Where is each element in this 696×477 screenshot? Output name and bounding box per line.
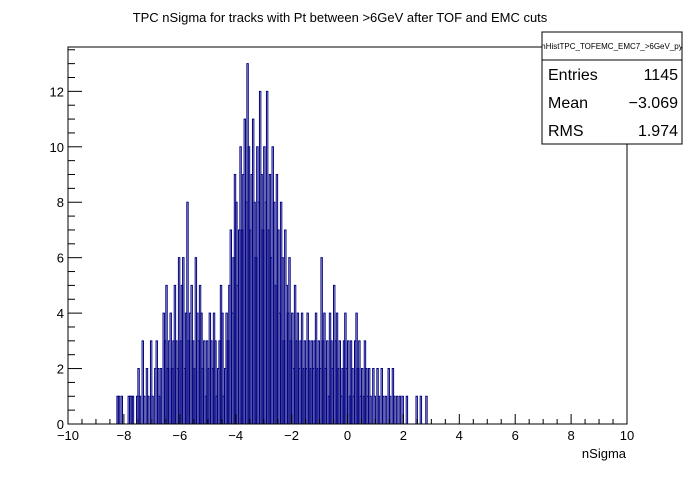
histogram-bin-50 <box>203 340 206 424</box>
stats-box-title: hHistTPC_TOFEMC_EMC7_>6GeV_py <box>541 42 682 51</box>
y-tick-label: 6 <box>57 251 64 266</box>
histogram-bin-182 <box>398 395 402 424</box>
histogram-bin-38 <box>186 201 189 424</box>
stats-entries-value: 1145 <box>644 67 679 84</box>
y-tick-label: 2 <box>57 362 64 377</box>
x-tick-label: −10 <box>57 428 79 443</box>
histogram-bin-14 <box>149 340 153 424</box>
stats-rms-value: 1.974 <box>638 123 678 140</box>
y-tick-label: 0 <box>57 417 64 432</box>
x-tick-label: 4 <box>456 428 463 443</box>
histogram-bin-6 <box>131 395 135 424</box>
histogram-bin-2 <box>120 395 123 424</box>
x-tick-label: −6 <box>172 428 187 443</box>
histogram-bin-171 <box>373 395 376 424</box>
histogram-bin-11 <box>142 395 146 424</box>
histogram-bin-186 <box>419 395 423 424</box>
histogram-bin-178 <box>388 395 392 424</box>
x-tick-label: 10 <box>620 428 634 443</box>
histogram-bin-184 <box>405 395 409 424</box>
stats-mean-label: Mean <box>548 95 588 112</box>
histogram-bin-161 <box>358 340 361 424</box>
histogram-bin-10 <box>141 340 144 424</box>
x-axis: −10 −8 −6 −4 −2 0 2 4 6 8 10 <box>57 414 634 443</box>
histogram-bars <box>116 63 428 424</box>
histogram-bin-185 <box>415 395 418 424</box>
histogram-bin-147 <box>338 340 342 424</box>
histogram-bin-138 <box>326 340 329 424</box>
histogram-bin-183 <box>401 395 404 424</box>
y-tick-label: 12 <box>50 84 64 99</box>
stats-box-frame <box>541 31 683 145</box>
histogram-bin-58 <box>214 340 217 424</box>
x-tick-label: −8 <box>116 428 131 443</box>
x-tick-label: 2 <box>400 428 407 443</box>
histogram-bin-9 <box>138 395 142 424</box>
histogram-bin-153 <box>347 340 350 424</box>
histogram-bin-1 <box>117 395 121 424</box>
histogram-bin-13 <box>147 395 150 424</box>
x-tick-label: 0 <box>344 428 351 443</box>
stats-box: hHistTPC_TOFEMC_EMC7_>6GeV_py Entries 11… <box>541 31 683 145</box>
histogram-bin-15 <box>151 395 154 424</box>
x-tick-label: 8 <box>567 428 574 443</box>
stats-mean-value: −3.069 <box>629 95 678 112</box>
y-tick-label: 8 <box>57 195 64 210</box>
histogram-bin-173 <box>377 395 381 424</box>
histogram-bin-63 <box>221 312 224 424</box>
stats-rms-label: RMS <box>548 123 584 140</box>
histogram-bin-23 <box>165 284 168 424</box>
histogram-bin-180 <box>393 395 396 424</box>
y-axis: 0 2 4 6 8 10 12 <box>50 49 82 432</box>
y-tick-label: 4 <box>57 306 64 321</box>
histogram-bin-176 <box>384 395 388 424</box>
x-axis-label: nSigma <box>582 446 627 461</box>
chart-title: TPC nSigma for tracks with Pt between >6… <box>133 10 548 25</box>
histogram-bin-20 <box>159 368 163 424</box>
histogram-bin-181 <box>395 395 399 424</box>
histogram-bin-35 <box>182 257 185 424</box>
histogram-bin-187 <box>425 395 428 424</box>
y-tick-label: 10 <box>50 140 64 155</box>
x-tick-label: 6 <box>512 428 519 443</box>
stats-entries-label: Entries <box>548 67 598 84</box>
x-tick-label: −4 <box>228 428 243 443</box>
histogram-bin-175 <box>381 395 385 424</box>
x-tick-label: −2 <box>284 428 299 443</box>
histogram-bin-169 <box>369 395 372 424</box>
